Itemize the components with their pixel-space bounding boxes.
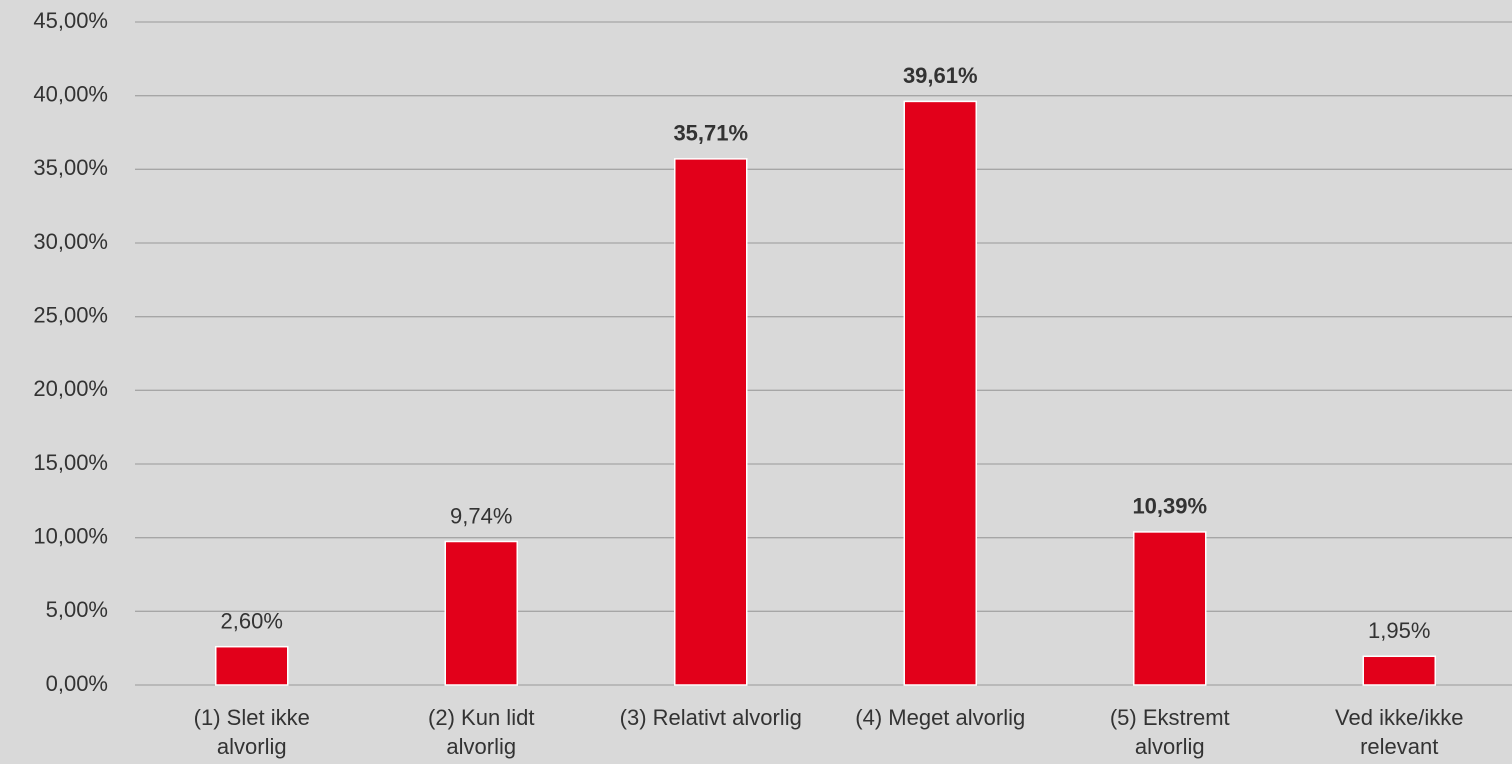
value-label: 35,71% bbox=[673, 121, 748, 146]
y-tick-label: 40,00% bbox=[33, 81, 108, 106]
bar bbox=[1362, 655, 1436, 686]
x-tick-label: (2) Kun lidt bbox=[428, 705, 534, 730]
y-tick-label: 15,00% bbox=[33, 450, 108, 475]
y-tick-label: 20,00% bbox=[33, 376, 108, 401]
bar bbox=[215, 645, 289, 686]
x-tick-label: alvorlig bbox=[217, 734, 287, 759]
x-tick-label: (3) Relativt alvorlig bbox=[620, 705, 802, 730]
bar bbox=[674, 158, 748, 686]
y-tick-label: 35,00% bbox=[33, 155, 108, 180]
y-tick-label: 10,00% bbox=[33, 523, 108, 548]
x-tick-label: (4) Meget alvorlig bbox=[855, 705, 1025, 730]
value-label: 1,95% bbox=[1368, 618, 1430, 643]
y-tick-label: 5,00% bbox=[46, 597, 108, 622]
y-tick-label: 45,00% bbox=[33, 8, 108, 33]
x-tick-label: alvorlig bbox=[446, 734, 516, 759]
y-tick-label: 25,00% bbox=[33, 302, 108, 327]
value-label: 9,74% bbox=[450, 503, 512, 528]
bar bbox=[903, 100, 977, 686]
bar bbox=[1133, 531, 1207, 686]
x-tick-label: relevant bbox=[1360, 734, 1438, 759]
x-tick-label: (1) Slet ikke bbox=[194, 705, 310, 730]
x-tick-label: Ved ikke/ikke bbox=[1335, 705, 1463, 730]
value-label: 39,61% bbox=[903, 63, 978, 88]
y-tick-label: 30,00% bbox=[33, 229, 108, 254]
bar bbox=[444, 540, 518, 686]
x-tick-label: alvorlig bbox=[1135, 734, 1205, 759]
x-tick-label: (5) Ekstremt bbox=[1110, 705, 1230, 730]
value-label: 10,39% bbox=[1132, 494, 1207, 519]
y-tick-label: 0,00% bbox=[46, 671, 108, 696]
value-label: 2,60% bbox=[221, 609, 283, 634]
